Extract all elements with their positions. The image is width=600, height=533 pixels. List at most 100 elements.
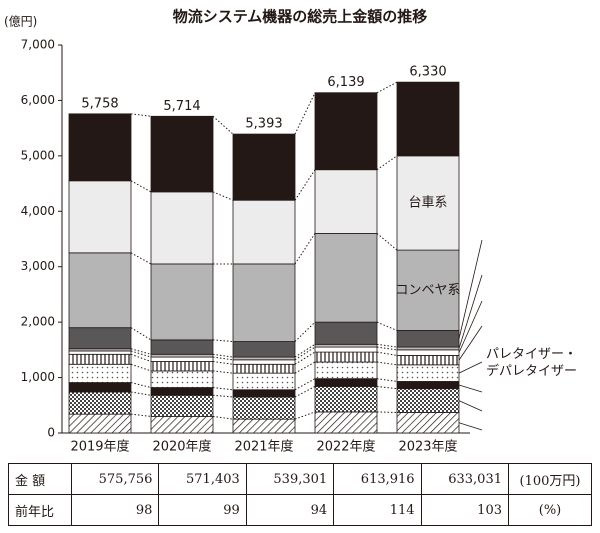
bar-segment — [396, 381, 460, 390]
segment-connector — [130, 382, 152, 389]
bar-segment — [68, 327, 132, 350]
total-connector — [294, 92, 316, 135]
segment-connector — [294, 385, 316, 398]
total-label: 5,714 — [163, 99, 200, 114]
segment-label: 自動倉庫 — [402, 111, 454, 126]
bar-segment — [396, 349, 460, 356]
table-cell: 613,916 — [333, 463, 422, 495]
chart: 物流システム機器の総売上金額の推移 (億円) 0 1,000 2,000 3,000 4… — [4, 8, 577, 455]
y-tick-label: 1,000 — [21, 370, 55, 384]
segment-connector — [294, 411, 316, 420]
table-cell: 575,756 — [70, 463, 160, 495]
bar-segment — [396, 346, 460, 351]
bar-segment — [68, 353, 132, 365]
table-cell: (%) — [508, 494, 592, 526]
segment-connector — [376, 233, 398, 251]
segment-connector — [212, 387, 234, 391]
bar-segment — [314, 321, 378, 345]
segment-connector — [130, 180, 152, 193]
bar-segment — [68, 350, 132, 355]
segment-connector — [376, 378, 398, 382]
bar-segment — [314, 233, 378, 323]
table-cell: 633,031 — [420, 463, 510, 495]
chart-title: 物流システム機器の総売上金額の推移 — [173, 8, 428, 26]
bar-segment — [396, 81, 460, 157]
data-table: 金 額 575,756 571,403 539,301 613,916 633,031 (1… — [8, 463, 592, 526]
segment-connector — [130, 391, 152, 396]
bar-segment — [68, 180, 132, 254]
segment-connector — [212, 353, 234, 358]
bar-segment — [232, 199, 296, 265]
leader-line — [458, 384, 483, 393]
x-tick-label: 2022年度 — [316, 439, 375, 455]
segment-connector — [376, 155, 398, 171]
segment-connector — [212, 361, 234, 365]
total-label: 5,758 — [81, 96, 118, 111]
table-cell: 571,403 — [158, 463, 247, 495]
bar-segment — [68, 252, 132, 329]
y-tick-label: 4,000 — [21, 204, 55, 218]
bar-segment — [232, 396, 296, 420]
bar-segment — [232, 418, 296, 434]
segment-connector — [130, 350, 152, 358]
segment-connector — [294, 346, 316, 361]
bar-segment — [150, 361, 214, 372]
segment-connector — [130, 363, 152, 372]
x-tick-label: 2023年度 — [398, 439, 457, 455]
y-axis-label: (億円) — [4, 15, 37, 29]
total-label: 5,393 — [245, 117, 282, 132]
bar-segment — [150, 370, 214, 388]
bar-segment — [150, 339, 214, 355]
segment-label: コンベヤ系 — [395, 283, 460, 298]
leader-line — [458, 274, 483, 349]
table-cell: 98 — [70, 494, 160, 526]
table-cell: (100万円) — [508, 463, 592, 495]
segment-connector — [376, 321, 398, 331]
segment-connector — [294, 351, 316, 365]
y-tick-label: 2,000 — [21, 315, 55, 329]
bar-segment — [232, 372, 296, 391]
total-connector — [130, 113, 152, 117]
total-label: 6,330 — [409, 65, 446, 80]
bar-segment — [396, 330, 460, 348]
bar-segment — [314, 411, 378, 434]
y-tick-label: 7,000 — [21, 38, 55, 52]
segment-connector — [130, 353, 152, 362]
bar-segment — [68, 413, 132, 434]
bar-segment — [314, 169, 378, 234]
table-cell: 114 — [333, 494, 422, 526]
segment-connector — [212, 394, 234, 398]
bar-segment — [314, 351, 378, 363]
leader-line — [458, 239, 483, 339]
bar-segment — [232, 356, 296, 361]
segment-connector — [376, 411, 398, 413]
segment-connector — [130, 327, 152, 341]
table-cell: 99 — [158, 494, 247, 526]
bar-segment — [68, 382, 132, 393]
bar-segment — [232, 363, 296, 374]
bar-segment — [68, 363, 132, 383]
leader-line — [458, 361, 483, 374]
bar-segment — [396, 155, 460, 251]
bar-segment — [68, 391, 132, 415]
segment-connector — [294, 233, 316, 265]
bar-segment — [396, 354, 460, 366]
segment-connector — [294, 378, 316, 391]
bar-segment — [314, 378, 378, 387]
segment-connector — [294, 343, 316, 358]
y-tick-label: 3,000 — [21, 259, 55, 273]
total-connector — [212, 115, 234, 135]
bar-segment — [150, 191, 214, 265]
segment-connector — [294, 361, 316, 374]
segment-connector — [130, 413, 152, 417]
segment-connector — [376, 385, 398, 390]
segment-label: 台車系 — [408, 195, 447, 210]
segment-connector — [130, 252, 152, 265]
bar-segment — [396, 364, 460, 382]
y-tick-label: 0 — [47, 426, 55, 440]
table-cell: 前年比 — [8, 494, 72, 526]
legend-label: パレタイザー・デパレタイザー — [486, 347, 577, 379]
bar-segment — [150, 353, 214, 358]
segment-connector — [376, 346, 398, 351]
